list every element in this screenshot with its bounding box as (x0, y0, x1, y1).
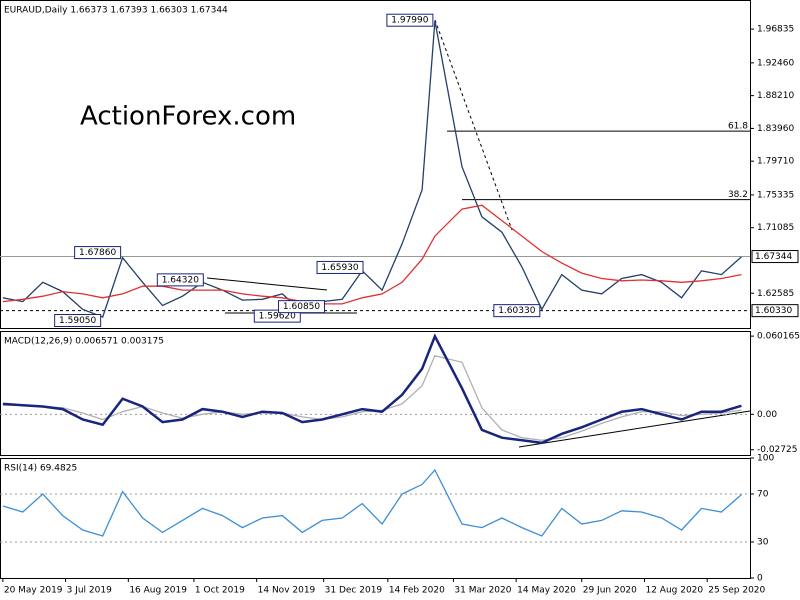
y-tick-label: 1.75335 (757, 190, 794, 200)
x-tick-label: 20 May 2019 (4, 586, 63, 596)
y-tick-label: 1.62585 (757, 289, 794, 299)
price-label-box (278, 300, 326, 314)
price-label: 1.60850 (283, 302, 320, 312)
watermark: ActionForex.com (80, 102, 296, 132)
series-line (2, 468, 742, 537)
panel-title: RSI(14) 69.4825 (4, 464, 77, 474)
fib-label: 38.2 (728, 190, 748, 200)
x-tick-label: 14 Feb 2020 (389, 586, 445, 596)
trend-line (206, 277, 328, 291)
x-tick-label: 1 Oct 2019 (195, 586, 245, 596)
y-tick-label: 1.96835 (757, 25, 794, 35)
y-tick-label: 100 (757, 454, 774, 464)
panel-border (0, 331, 751, 456)
price-marker-label: 1.60330 (755, 306, 792, 316)
y-tick-label: 0.00 (757, 410, 777, 420)
y-tick-label: 0.060165 (757, 332, 800, 342)
y-tick-label: 1.79710 (757, 157, 794, 167)
price-label: 1.60330 (498, 306, 535, 316)
price-marker-label: 1.67344 (755, 252, 792, 262)
panel-title: MACD(12,26,9) 0.006571 0.003175 (4, 337, 164, 347)
y-tick-label: 30 (757, 538, 769, 548)
price-label-box (156, 273, 204, 287)
x-tick-label: 25 Sep 2020 (708, 586, 765, 596)
x-tick-label: 29 Jun 2020 (583, 586, 637, 596)
price-label: 1.97990 (391, 16, 428, 26)
y-tick-label: 1.92460 (757, 58, 794, 68)
price-marker-box (751, 304, 799, 318)
panel-border (0, 458, 751, 579)
x-tick-label: 3 Jul 2019 (67, 586, 112, 596)
panel-border (0, 0, 751, 329)
y-tick-label: 1.71085 (757, 223, 794, 233)
y-tick-label: 70 (757, 490, 769, 500)
x-tick-label: 31 Mar 2020 (454, 586, 511, 596)
series-line (2, 333, 742, 445)
x-tick-label: 14 Nov 2019 (258, 586, 316, 596)
price-label: 1.67860 (79, 248, 116, 258)
x-tick-label: 16 Aug 2019 (129, 586, 187, 596)
price-label-box (386, 13, 434, 27)
price-label: 1.65930 (321, 263, 358, 273)
price-marker-box (751, 250, 799, 264)
fib-label: 61.8 (728, 122, 748, 132)
y-tick-label: -0.02725 (757, 445, 797, 455)
price-label: 1.59620 (259, 312, 296, 322)
x-tick-label: 14 May 2020 (517, 586, 576, 596)
x-tick-label: 31 Dec 2019 (325, 586, 383, 596)
price-label-box (316, 260, 364, 274)
price-label: 1.59050 (59, 316, 96, 326)
price-label: 1.64320 (162, 275, 199, 285)
series-line (2, 204, 742, 305)
price-label-box (74, 246, 122, 260)
trend-line (518, 410, 751, 448)
price-label-box (54, 314, 102, 328)
x-tick-label: 12 Aug 2020 (645, 586, 703, 596)
y-tick-label: 1.83960 (757, 124, 794, 134)
panel-title: EURAUD,Daily 1.66373 1.67393 1.66303 1.6… (4, 6, 228, 16)
trend-line (434, 19, 513, 231)
y-tick-label: 0 (757, 574, 763, 584)
price-label-box (493, 304, 541, 318)
y-tick-label: 1.88210 (757, 91, 794, 101)
